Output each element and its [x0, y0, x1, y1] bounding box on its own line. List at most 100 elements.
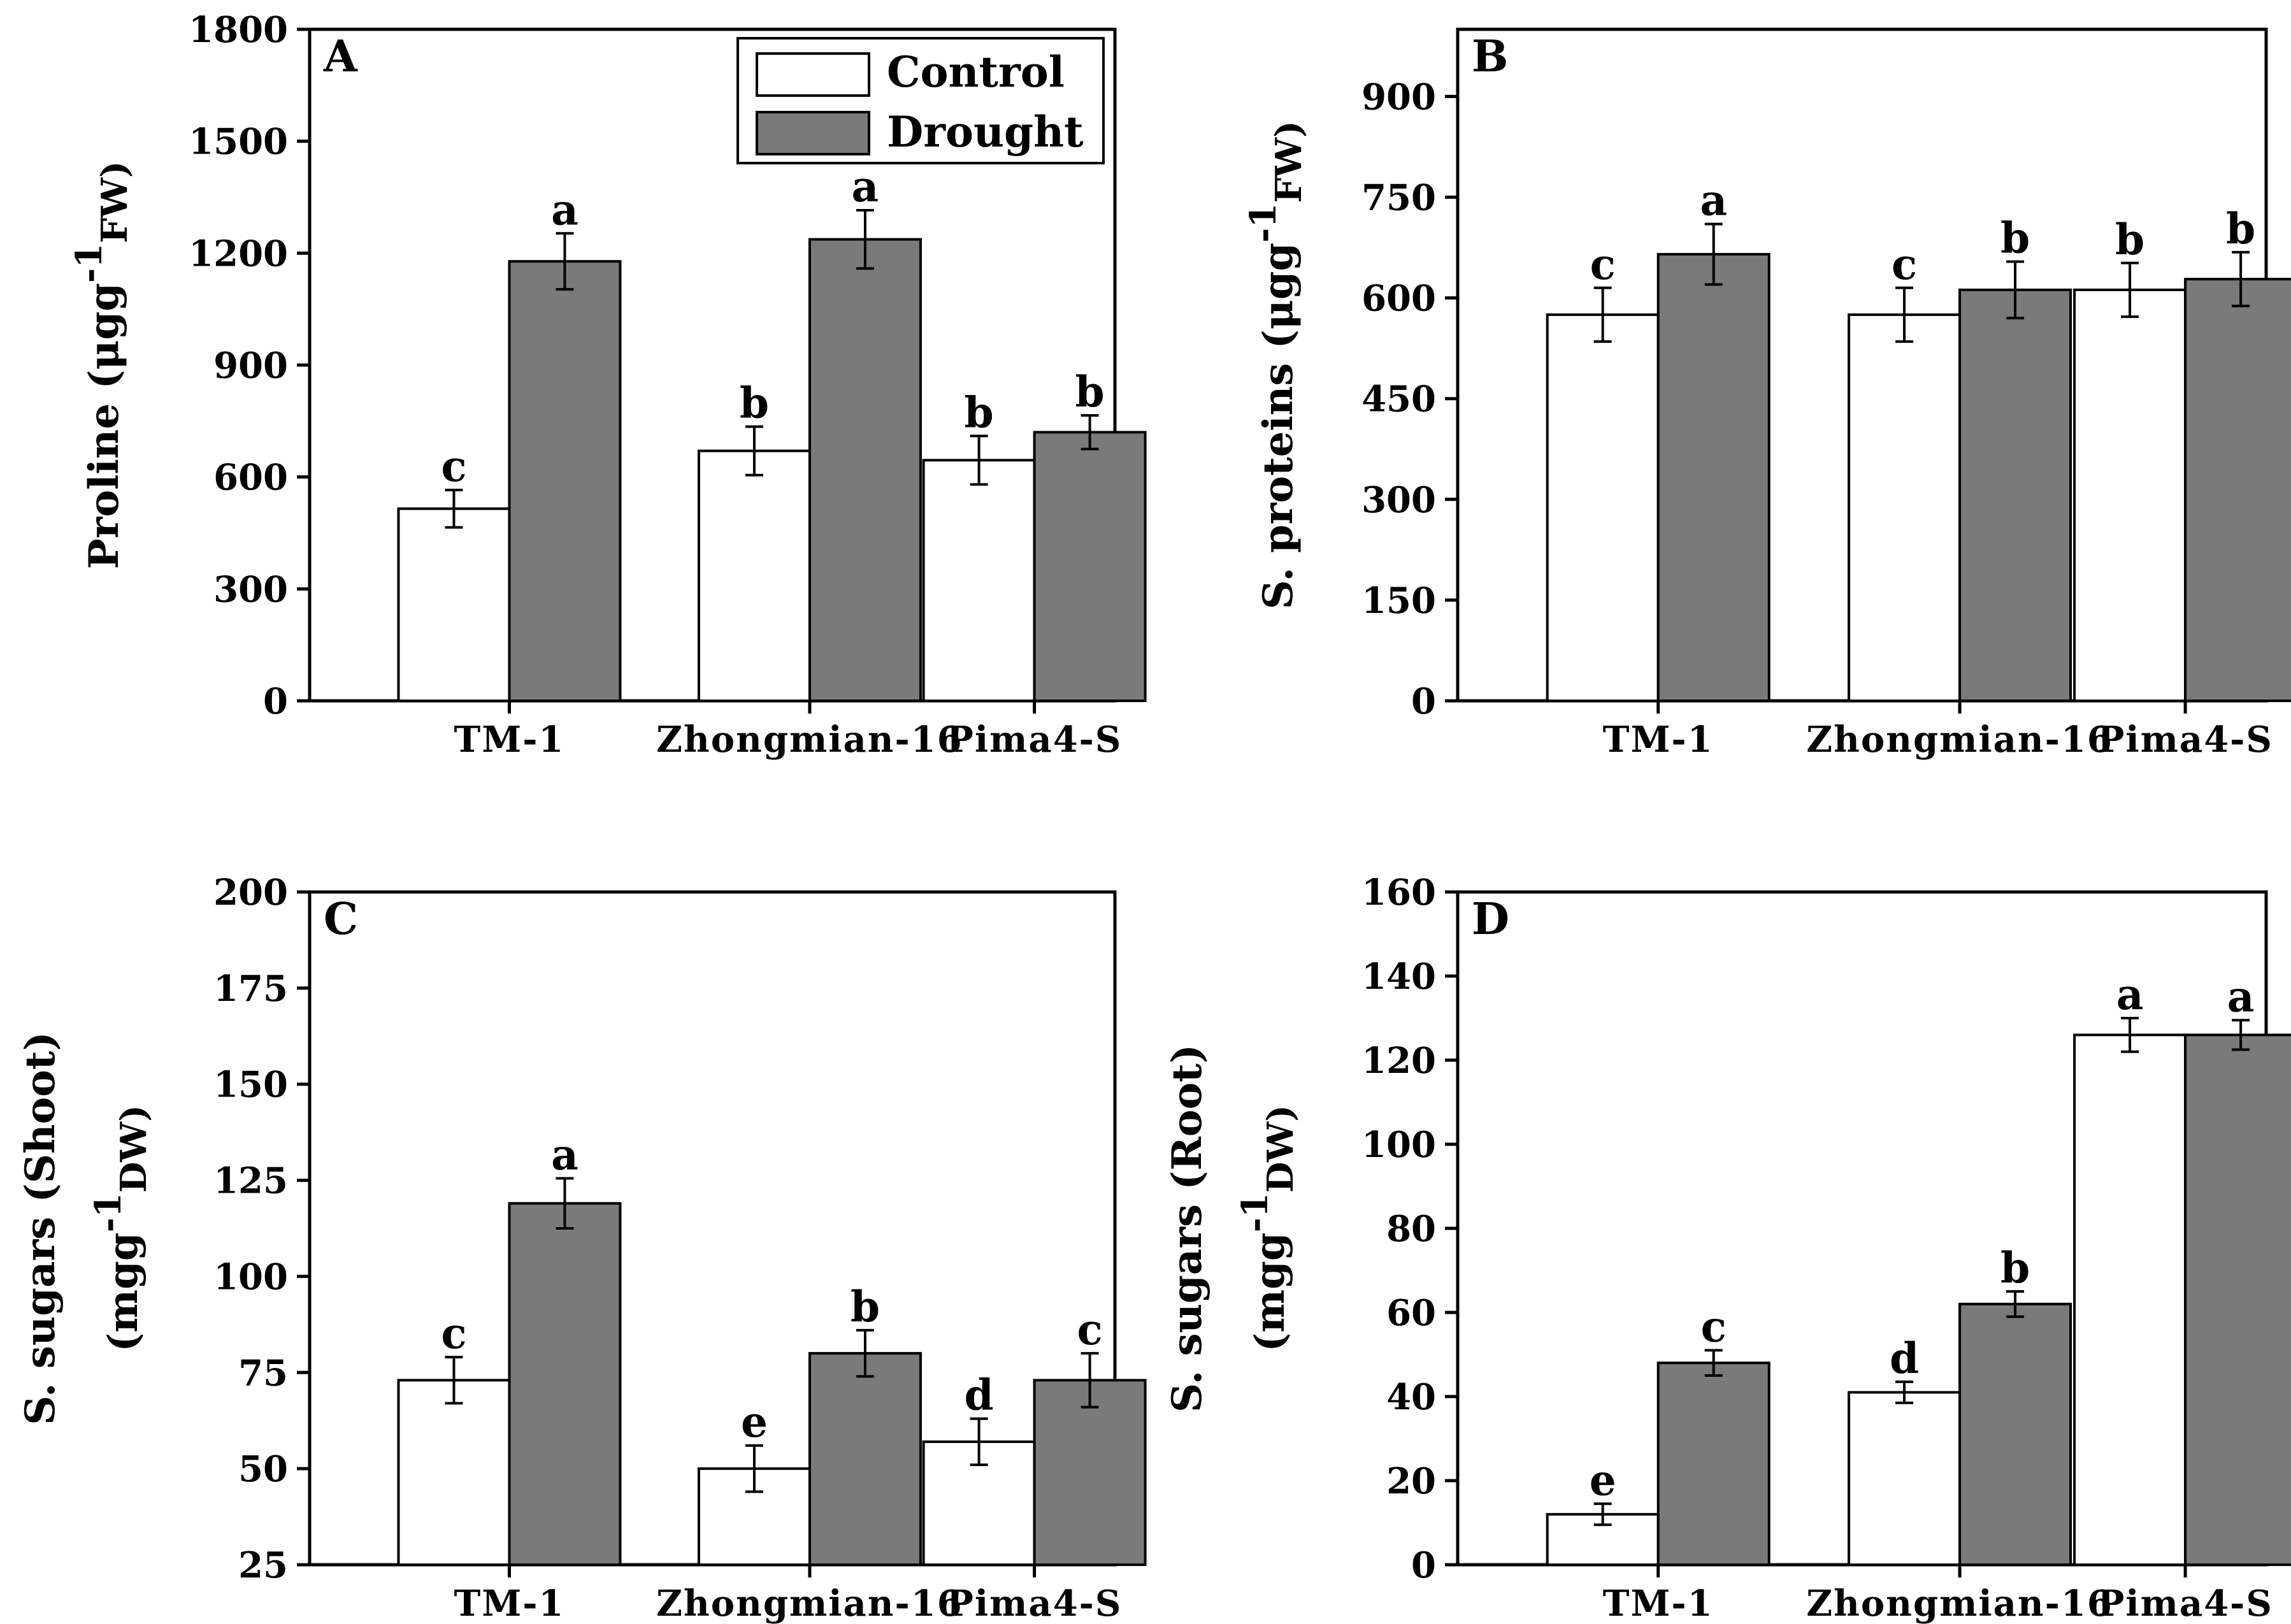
panel-d-y-tick-label: 120	[1361, 1040, 1436, 1082]
panel-d-significance-letter: d	[1890, 1333, 1919, 1383]
panel-b-bar-control-1	[1546, 313, 1660, 702]
panel-c-bar-drought-2	[808, 1352, 922, 1566]
panel-c-y-tick-label: 150	[213, 1064, 288, 1106]
panel-d-category-label: Zhongmian-16	[1806, 1583, 2113, 1624]
panel-b-y-tick-label: 750	[1361, 177, 1436, 219]
panel-b-y-tick-label: 0	[1411, 680, 1436, 722]
panel-a-bar-drought-3	[1033, 431, 1147, 703]
panel-d-significance-letter: a	[2116, 970, 2144, 1019]
panel-b-significance-letter: b	[2226, 204, 2255, 254]
panel-c-y-tick-label: 25	[238, 1544, 288, 1586]
panel-a-letter: A	[323, 31, 358, 82]
panel-c-bar-drought-1	[508, 1202, 622, 1566]
panel-d-y-tick-label: 40	[1386, 1376, 1436, 1418]
panel-b-significance-letter: c	[1892, 240, 1917, 289]
panel-a-bar-drought-2	[808, 238, 922, 702]
legend-label-control: Control	[887, 47, 1065, 97]
panel-b-y-tick-label: 450	[1361, 378, 1436, 420]
panel-c-category-label: Pima4-S	[947, 1583, 1123, 1624]
panel-a-y-tick-label: 600	[213, 457, 288, 499]
panel-b-y-tick-label: 600	[1361, 278, 1436, 320]
panel-c-y-tick-label: 200	[213, 872, 288, 914]
panel-a-y-tick-label: 1500	[189, 121, 288, 163]
panel-a-y-tick-label: 1200	[189, 233, 288, 275]
panel-c-letter: C	[324, 894, 358, 945]
panel-b-ylabel: S. proteins (μgg-1FW)	[1242, 120, 1310, 609]
legend-swatch-control	[756, 52, 870, 97]
panel-c-significance-letter: c	[441, 1309, 466, 1358]
panel-b-bar-control-2	[1848, 313, 1962, 702]
panel-d-y-tick-label: 80	[1386, 1208, 1436, 1250]
panel-c-significance-letter: b	[851, 1282, 880, 1332]
panel-c-ylabel: (mgg-1DW)	[87, 1105, 155, 1352]
panel-a-significance-letter: b	[740, 378, 769, 428]
panel-a-y-tick-label: 300	[213, 568, 288, 610]
panel-d-y-tick-label: 60	[1386, 1292, 1436, 1334]
panel-d-significance-letter: e	[1590, 1455, 1616, 1505]
panel-a-y-tick-label: 1800	[189, 9, 288, 51]
panel-a-significance-letter: a	[852, 162, 879, 212]
panel-c-y-tick-label: 100	[213, 1256, 288, 1298]
panel-c-significance-letter: d	[965, 1370, 994, 1420]
panel-a-bar-drought-1	[508, 260, 622, 702]
panel-c-significance-letter: e	[741, 1397, 768, 1447]
panel-a-bar-control-1	[397, 507, 511, 702]
panel-d-category-label: TM-1	[1603, 1583, 1714, 1624]
panel-d-bar-drought-2	[1958, 1302, 2072, 1567]
panel-b-significance-letter: b	[2000, 213, 2030, 263]
panel-c: 25 50 75 100 125 150 175 200 TM-1 c a Zhongmian-16 e…	[17, 872, 1147, 1624]
panel-c-category-label: TM-1	[454, 1583, 565, 1624]
panel-d-ylabel: (mgg-1DW)	[1234, 1105, 1302, 1352]
panel-a-y-tick-label: 900	[213, 345, 288, 387]
panel-b-category-label: Zhongmian-16	[1806, 719, 2113, 761]
panel-a-significance-letter: c	[441, 442, 466, 491]
panel-d-category-label: Pima4-S	[2097, 1583, 2273, 1624]
panel-a-category-label: Pima4-S	[947, 719, 1123, 761]
panel-b-significance-letter: a	[1700, 176, 1727, 226]
panel-d-y-tick-label: 100	[1361, 1124, 1436, 1166]
panel-b-y-tick-label: 150	[1361, 580, 1436, 622]
panel-d-letter: D	[1472, 894, 1509, 945]
panel-d-significance-letter: c	[1701, 1302, 1727, 1351]
panel-d-y-tick-label: 0	[1411, 1544, 1436, 1586]
panel-c-significance-letter: a	[551, 1130, 578, 1180]
panel-a-bar-control-3	[922, 459, 1036, 702]
legend-label-drought: Drought	[887, 107, 1084, 157]
panel-b-letter: B	[1472, 31, 1508, 82]
panel-c-y-tick-label: 125	[213, 1160, 288, 1202]
panel-a-y-tick-label: 0	[263, 680, 288, 722]
panel-c-ylabel-line1: S. sugars (Shoot)	[17, 1031, 64, 1425]
panel-b: 0 150 300 450 600 750 900 TM-1 c a Zhongmian-16 c b P…	[1242, 27, 2291, 761]
panel-b-y-tick-label: 300	[1361, 479, 1436, 521]
panel-d: 0 20 40 60 80 100 120 140 160 TM-1 e c Zhongmian-16 d…	[1163, 872, 2291, 1624]
panel-b-bar-drought-2	[1958, 288, 2072, 702]
legend: Control Drought	[736, 37, 1105, 164]
panel-a-category-label: TM-1	[454, 719, 565, 761]
panel-d-bar-control-3	[2073, 1033, 2187, 1566]
panel-c-significance-letter: c	[1077, 1305, 1103, 1355]
panel-b-significance-letter: b	[2115, 215, 2144, 264]
panel-c-y-tick-label: 75	[238, 1352, 288, 1394]
panel-b-significance-letter: c	[1590, 240, 1616, 289]
panel-b-y-tick-label: 900	[1361, 76, 1436, 118]
panel-c-category-label: Zhongmian-16	[656, 1583, 963, 1624]
panel-b-bar-drought-3	[2184, 278, 2291, 702]
legend-swatch-drought	[756, 111, 870, 155]
panel-a-significance-letter: b	[1075, 367, 1105, 417]
panel-d-significance-letter: a	[2227, 972, 2255, 1021]
panel-a-significance-letter: a	[551, 185, 578, 234]
panel-a: 0 300 600 900 1200 1500 1800 TM-1 c a Zhongmian-16…	[68, 9, 1147, 761]
panel-a-significance-letter: b	[965, 387, 994, 437]
panel-d-y-tick-label: 140	[1361, 956, 1436, 998]
panel-d-y-tick-label: 160	[1361, 872, 1436, 914]
panel-d-bar-drought-1	[1656, 1362, 1770, 1566]
panel-b-category-label: TM-1	[1603, 719, 1714, 761]
panel-c-y-tick-label: 175	[213, 968, 288, 1010]
panel-d-bar-control-2	[1848, 1391, 1962, 1566]
panel-d-bar-drought-3	[2184, 1033, 2291, 1566]
panel-b-bar-drought-1	[1656, 253, 1770, 702]
panel-c-y-tick-label: 50	[238, 1448, 288, 1490]
panel-a-ylabel: Proline (μgg-1FW)	[68, 161, 136, 570]
panel-c-bar-control-1	[397, 1379, 511, 1566]
